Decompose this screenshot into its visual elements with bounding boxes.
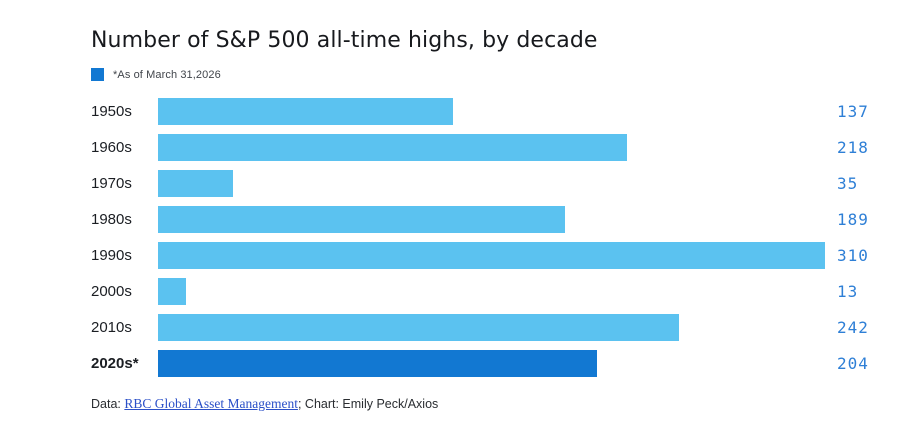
chart-row-2000s: 2000s 13 [91,273,873,309]
chart-title: Number of S&P 500 all-time highs, by dec… [91,28,598,53]
chart-row-1960s: 1960s 218 [91,129,873,165]
bar-1990s [158,241,825,269]
chart-row-2020s: 2020s* 204 [91,345,873,381]
bar-value: 218 [837,137,869,157]
bar-value: 204 [837,353,869,373]
bar-value: 137 [837,101,869,121]
bar-1960s [158,133,628,161]
bar-2020s-highlighted [158,349,597,377]
bar-2000s [158,277,186,305]
bar-chart: 1950s 137 1960s 218 1970s 35 1980s [91,93,873,381]
bar-1950s [158,97,453,125]
category-label: 2020s* [91,354,139,372]
credit-suffix: ; Chart: Emily Peck/Axios [297,397,439,411]
legend-swatch [91,68,104,81]
chart-row-2010s: 2010s 242 [91,309,873,345]
bar-1980s [158,205,565,233]
bar-value: 35 [837,173,859,193]
category-label: 1960s [91,138,132,156]
legend-note: *As of March 31,2026 [113,68,221,81]
bar-value: 13 [837,281,859,301]
bar-value: 310 [837,245,869,265]
chart-row-1970s: 1970s 35 [91,165,873,201]
chart-row-1990s: 1990s 310 [91,237,873,273]
chart-row-1980s: 1980s 189 [91,201,873,237]
bar-1970s [158,169,234,197]
category-label: 1990s [91,246,132,264]
bar-value: 189 [837,209,869,229]
category-label: 1980s [91,210,132,228]
legend: *As of March 31,2026 [91,68,873,81]
source-credit: Data: RBC Global Asset Management; Chart… [91,396,873,412]
category-label: 1950s [91,102,132,120]
category-label: 2010s [91,318,132,336]
source-prefix: Data: [91,397,125,411]
bar-value: 242 [837,317,869,337]
source-link[interactable]: RBC Global Asset Management [124,396,298,411]
chart-row-1950s: 1950s 137 [91,93,873,129]
bar-2010s [158,313,679,341]
category-label: 1970s [91,174,132,192]
category-label: 2000s [91,282,132,300]
